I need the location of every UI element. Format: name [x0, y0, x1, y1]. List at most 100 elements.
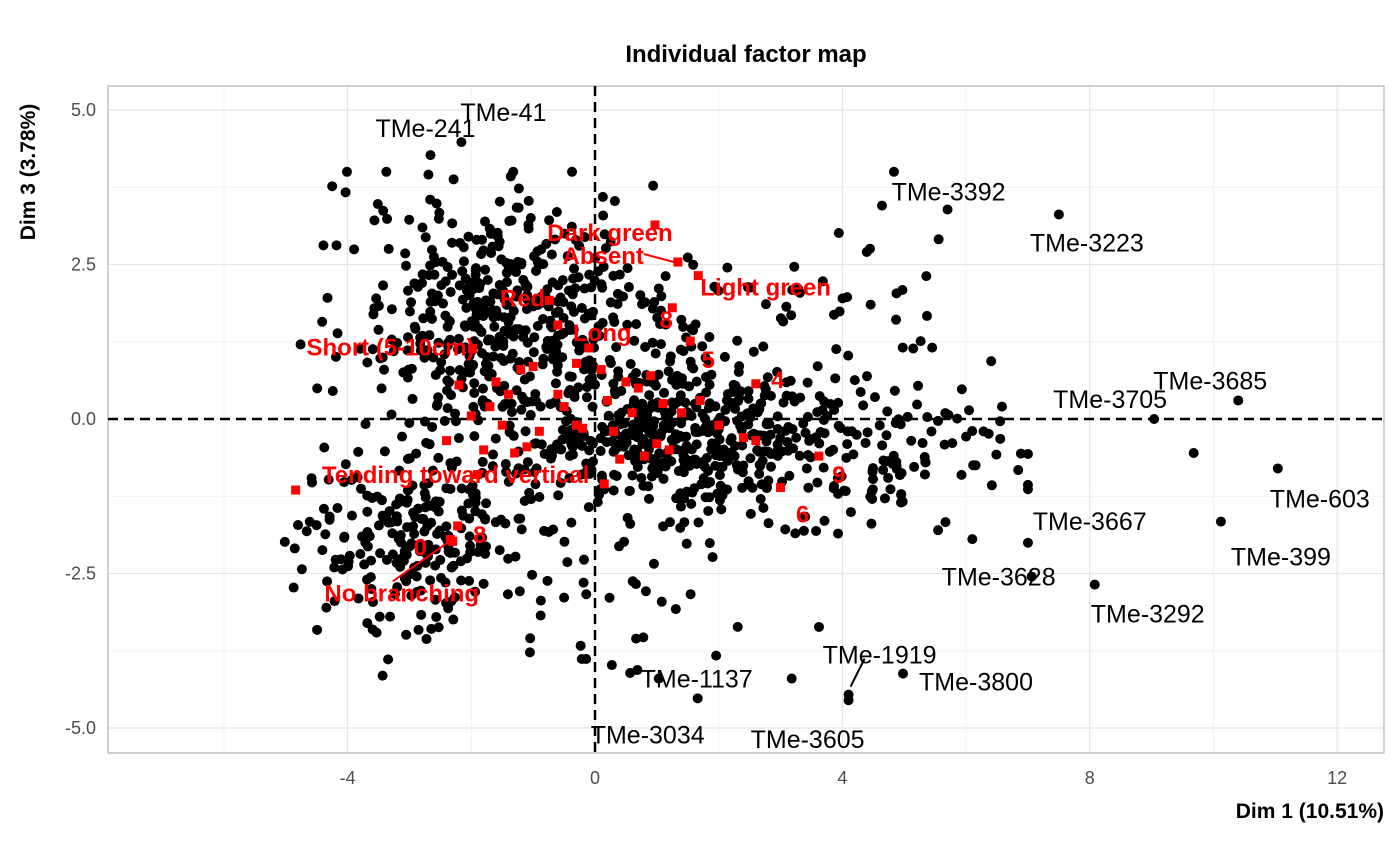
individual-point — [371, 627, 382, 638]
individual-point — [447, 218, 458, 229]
individual-point — [402, 485, 413, 496]
individual-point — [535, 610, 546, 621]
individual-point — [533, 260, 544, 271]
category-point — [571, 420, 581, 430]
category-leader-line — [392, 542, 448, 583]
individual-point — [791, 432, 802, 443]
individual-point — [834, 306, 845, 317]
individual-point — [404, 417, 415, 428]
individual-point — [436, 572, 447, 583]
individual-point — [445, 286, 456, 297]
individual-point — [609, 469, 620, 480]
category-point — [602, 395, 612, 405]
category-label: 8 — [660, 307, 673, 334]
individual-point — [701, 453, 712, 464]
individual-point — [425, 296, 436, 307]
individual-point — [530, 479, 541, 490]
individual-point — [377, 670, 388, 681]
individual-point — [525, 633, 536, 644]
individual-point — [676, 418, 687, 429]
individual-point — [385, 611, 396, 622]
individual-point — [463, 231, 474, 242]
individual-point — [743, 419, 754, 430]
individual-point — [386, 409, 397, 420]
individual-point — [557, 425, 568, 436]
individual-point — [378, 205, 389, 216]
individual-point — [881, 430, 892, 441]
individual-point — [422, 345, 433, 356]
individual-point — [577, 440, 588, 451]
individual-point — [442, 321, 453, 332]
individual-point — [279, 536, 290, 547]
category-point — [599, 479, 609, 489]
individual-point — [640, 586, 651, 597]
labeled-individual-point — [942, 204, 953, 215]
individual-point — [535, 401, 546, 412]
individual-point — [442, 403, 453, 414]
individual-point — [762, 417, 773, 428]
individual-point — [995, 433, 1006, 444]
category-point — [453, 521, 463, 531]
individual-point — [909, 461, 920, 472]
point-labels: TMe-41TMe-241TMe-3392TMe-3223TMe-3685TMe… — [306, 99, 1369, 754]
individual-point — [891, 460, 902, 471]
individual-point — [575, 640, 586, 651]
individual-point — [340, 459, 351, 470]
individual-point — [704, 398, 715, 409]
individual-point — [784, 470, 795, 481]
individual-point — [795, 392, 806, 403]
category-point — [639, 451, 649, 461]
individual-point — [487, 305, 498, 316]
individual-point — [579, 431, 590, 442]
individual-point — [445, 483, 456, 494]
individual-point — [933, 525, 944, 536]
individual-point — [555, 477, 566, 488]
individual-point — [647, 337, 658, 348]
category-label: Red — [500, 285, 545, 312]
individual-point — [895, 419, 906, 430]
individual-point — [330, 554, 341, 565]
individual-point — [660, 461, 671, 472]
individual-point — [417, 330, 428, 341]
individual-point — [696, 479, 707, 490]
individual-point — [320, 529, 331, 540]
individual-point — [858, 400, 869, 411]
individual-point — [877, 440, 888, 451]
labeled-individual-point — [898, 668, 909, 679]
individual-point — [736, 425, 747, 436]
individual-point — [759, 446, 770, 457]
individual-point — [865, 299, 876, 310]
individual-point — [288, 582, 299, 593]
individual-point — [425, 194, 436, 205]
individual-point — [649, 454, 660, 465]
individual-point — [835, 423, 846, 434]
individual-point — [879, 493, 890, 504]
individual-point — [640, 342, 651, 353]
individual-point — [488, 288, 499, 299]
individual-point — [496, 352, 507, 363]
individual-point — [443, 603, 454, 614]
individual-point — [675, 501, 686, 512]
individual-point — [377, 352, 388, 363]
individual-point — [332, 328, 343, 339]
individual-point — [813, 621, 824, 632]
individual-point — [743, 386, 754, 397]
category-point — [553, 389, 563, 399]
individual-point — [693, 517, 704, 528]
individual-point — [503, 553, 514, 564]
category-point — [291, 485, 301, 495]
individual-point — [319, 442, 330, 453]
individual-point — [653, 673, 664, 684]
labeled-individual-point — [1233, 395, 1244, 406]
individual-point — [556, 329, 567, 340]
individual-point — [311, 520, 322, 531]
individual-point — [629, 444, 640, 455]
individual-point — [295, 339, 306, 350]
individual-point — [677, 378, 688, 389]
individual-point — [362, 506, 373, 517]
individual-point — [403, 332, 414, 343]
category-point — [553, 320, 563, 330]
individual-point — [582, 382, 593, 393]
individual-point — [481, 498, 492, 509]
